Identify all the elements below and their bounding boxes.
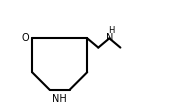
Text: NH: NH [52, 94, 67, 104]
Text: H: H [108, 26, 114, 35]
Text: N: N [106, 33, 114, 43]
Text: O: O [21, 33, 29, 43]
